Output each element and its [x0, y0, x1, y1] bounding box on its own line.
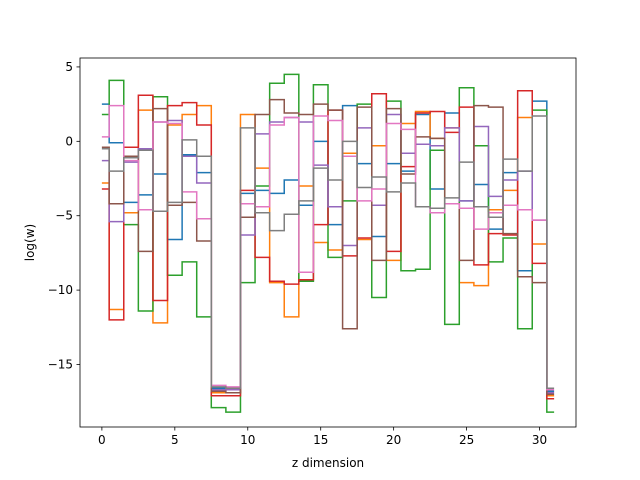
- series-line-5: [101, 98, 555, 396]
- x-tick-label: 30: [532, 433, 547, 447]
- y-tick-label: 0: [65, 134, 73, 148]
- plot-frame: [79, 57, 577, 428]
- x-tick-label: 5: [171, 433, 179, 447]
- series-line-7: [101, 115, 555, 390]
- x-tick-label: 10: [240, 433, 255, 447]
- y-tick-label: 5: [65, 60, 73, 74]
- x-tick-label: 20: [386, 433, 401, 447]
- y-tick-label: −5: [55, 209, 73, 223]
- x-axis-label: z dimension: [292, 456, 364, 470]
- x-tick-label: 15: [313, 433, 328, 447]
- ticks-layer: 0 5 10 15 20 25 30 −15 −10 −5 0 5: [48, 60, 547, 447]
- series-line-6: [101, 104, 555, 391]
- y-tick-label: −15: [48, 358, 73, 372]
- series-line-4: [101, 113, 555, 394]
- y-axis-label: log(w): [23, 224, 37, 261]
- x-tick-label: 25: [459, 433, 474, 447]
- x-tick-label: 0: [98, 433, 106, 447]
- y-tick-label: −10: [48, 283, 73, 297]
- series-layer: [101, 73, 555, 413]
